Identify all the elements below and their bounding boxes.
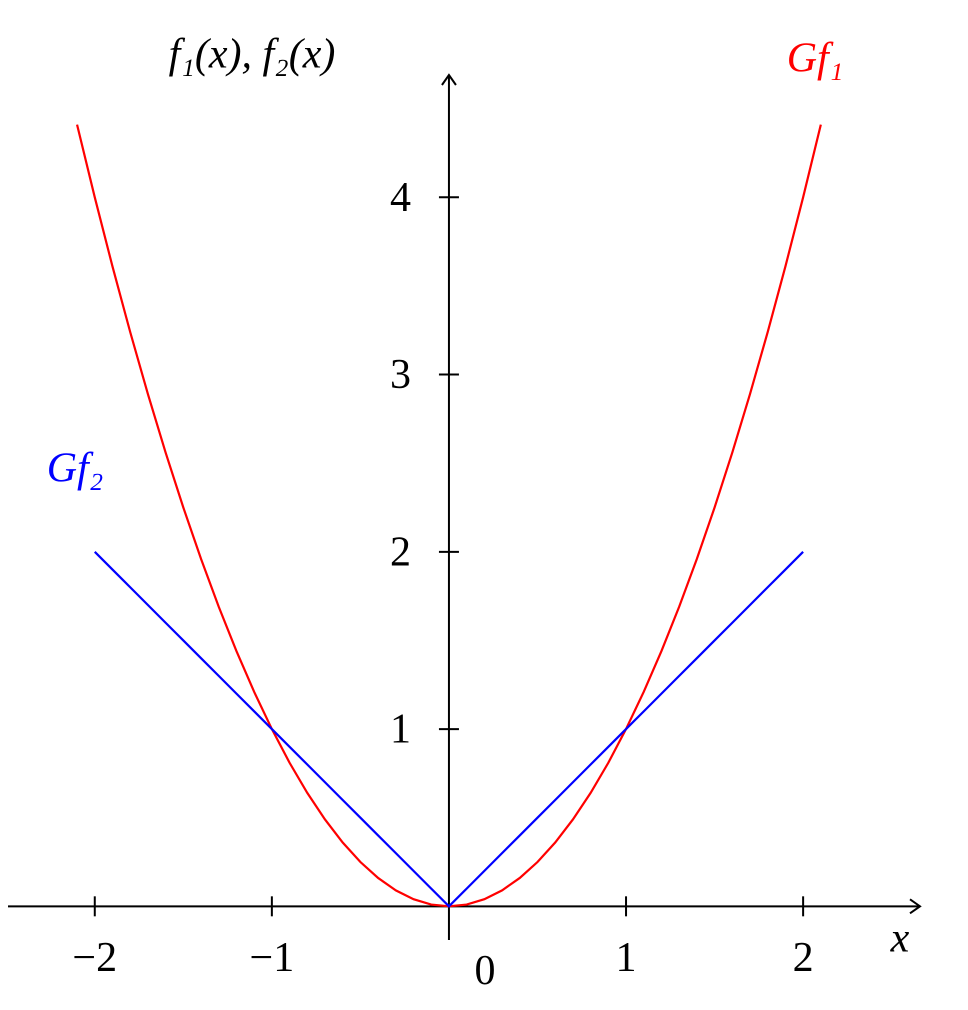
x-tick-label: −2 bbox=[72, 935, 117, 981]
x-axis-label: x bbox=[890, 916, 910, 962]
series-label: Gf₂ bbox=[47, 446, 104, 492]
x-tick-label: −1 bbox=[250, 935, 295, 981]
y-tick-label: 3 bbox=[390, 352, 411, 398]
y-axis-label: f₁(x), f₂(x) bbox=[169, 32, 336, 78]
x-axis-arrow bbox=[909, 898, 922, 915]
y-tick-label: 1 bbox=[390, 707, 411, 753]
y-axis-arrow bbox=[441, 73, 457, 86]
x-tick-label: 1 bbox=[616, 935, 637, 981]
series-label: Gf₁ bbox=[787, 36, 844, 82]
x-tick-label: 0 bbox=[474, 948, 495, 994]
series-line bbox=[93, 551, 804, 908]
y-tick-label: 4 bbox=[390, 175, 411, 221]
y-tick-label: 2 bbox=[390, 529, 411, 575]
x-tick-label: 2 bbox=[793, 935, 814, 981]
